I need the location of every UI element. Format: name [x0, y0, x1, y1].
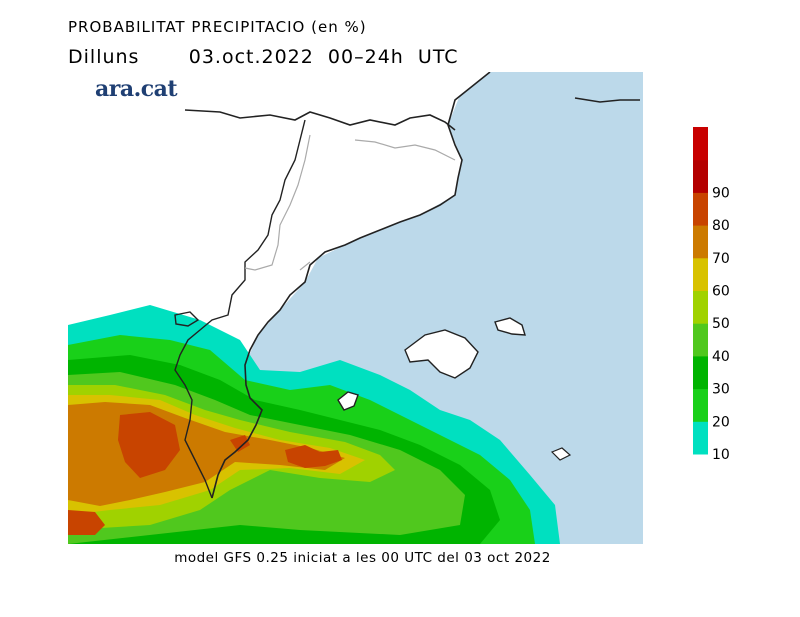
menorca-island [494, 317, 526, 336]
legend-tick-label: 20 [712, 414, 730, 430]
regional-border-west [174, 119, 306, 499]
france-border [184, 109, 456, 131]
map-subtitle-date: Dilluns 03.oct.2022 00–24h UTC [68, 46, 459, 68]
coastline [211, 72, 491, 499]
ibiza-island [337, 391, 359, 411]
legend-tick-label: 90 [712, 185, 730, 201]
legend-tick-label: 60 [712, 284, 730, 300]
sea-border-line [574, 97, 640, 103]
legend-swatch [693, 127, 708, 161]
legend-swatch [693, 355, 708, 390]
legend-tick-label: 50 [712, 316, 730, 332]
legend-tick-label: 40 [712, 349, 730, 365]
formentera-island [550, 447, 572, 461]
legend-tick-label: 10 [712, 447, 730, 463]
legend-colorbar: 10 20 30 40 50 60 70 80 90 [693, 127, 730, 463]
ara-cat-logo: ara.cat [95, 76, 178, 102]
legend-tick-label: 70 [712, 251, 730, 267]
legend-swatch [693, 421, 708, 455]
regional-border-island [174, 311, 200, 327]
legend-tick-label: 80 [712, 218, 730, 234]
legend-swatch [693, 290, 708, 324]
provincial-borders [244, 134, 456, 271]
precip-field [68, 305, 560, 544]
legend-swatch [693, 159, 708, 193]
legend-swatch [693, 257, 708, 291]
legend-swatch [693, 323, 708, 357]
mallorca-island [404, 329, 479, 379]
legend-tick-label: 30 [712, 382, 730, 398]
map-title: PROBABILITAT PRECIPITACIO (en %) [68, 18, 367, 36]
model-caption: model GFS 0.25 iniciat a les 00 UTC del … [174, 550, 551, 566]
legend-swatch [693, 388, 708, 422]
legend-swatch [693, 192, 708, 226]
legend-swatch [693, 225, 708, 259]
